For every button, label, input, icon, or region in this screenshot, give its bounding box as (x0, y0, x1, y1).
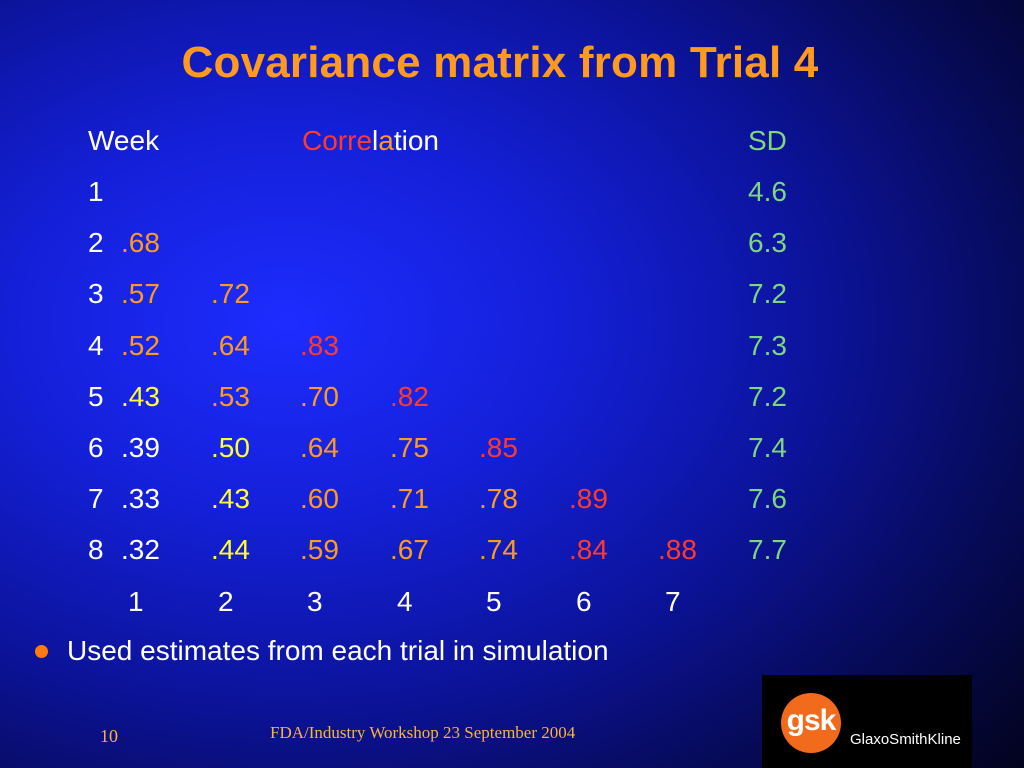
correlation-value: .70 (300, 381, 339, 412)
correlation-value: .88 (658, 534, 697, 565)
correlation-value: .53 (211, 381, 250, 412)
correlation-value: .89 (569, 483, 608, 514)
sd-value: 6.3 (748, 227, 787, 258)
week-label: 8 (88, 534, 104, 565)
week-label: 4 (88, 330, 104, 361)
sd-value: 7.3 (748, 330, 787, 361)
column-label: 6 (576, 586, 592, 617)
correlation-value: .68 (121, 227, 160, 258)
column-label: 3 (307, 586, 323, 617)
correlation-value: .72 (211, 278, 250, 309)
correlation-value: .83 (300, 330, 339, 361)
week-label: 5 (88, 381, 104, 412)
correlation-value: .85 (479, 432, 518, 463)
bullet-dot (35, 645, 48, 658)
correlation-value: .59 (300, 534, 339, 565)
week-label: 7 (88, 483, 104, 514)
sd-value: 7.2 (748, 381, 787, 412)
correlation-value: .50 (211, 432, 250, 463)
header-correlation-part: Corre (302, 125, 373, 156)
sd-value: 7.7 (748, 534, 787, 565)
header-sd: SD (748, 125, 787, 156)
correlation-value: .33 (121, 483, 160, 514)
gsk-logo-name: GlaxoSmithKline (850, 731, 961, 748)
header-correlation-part: tion (393, 125, 439, 156)
week-label: 3 (88, 278, 104, 309)
week-label: 2 (88, 227, 104, 258)
column-label: 4 (397, 586, 413, 617)
correlation-value: .57 (121, 278, 160, 309)
correlation-value: .71 (390, 483, 429, 514)
correlation-value: .43 (211, 483, 250, 514)
gsk-logo-circle: gsk (781, 693, 841, 753)
correlation-value: .74 (479, 534, 518, 565)
footer-text: FDA/Industry Workshop 23 September 2004 (270, 723, 576, 742)
header-correlation: Correlation (302, 124, 439, 158)
header-correlation-part: l (372, 125, 379, 156)
week-label: 6 (88, 432, 104, 463)
week-label: 1 (88, 176, 104, 207)
correlation-value: .75 (390, 432, 429, 463)
bullet-text: Used estimates from each trial in simula… (67, 635, 609, 666)
correlation-value: .52 (121, 330, 160, 361)
sd-value: 4.6 (748, 176, 787, 207)
sd-value: 7.4 (748, 432, 787, 463)
correlation-value: .60 (300, 483, 339, 514)
column-label: 7 (665, 586, 681, 617)
column-label: 5 (486, 586, 502, 617)
gsk-logo-mark: gsk (786, 704, 837, 737)
correlation-value: .78 (479, 483, 518, 514)
correlation-value: .43 (121, 381, 160, 412)
correlation-value: .67 (390, 534, 429, 565)
sd-value: 7.6 (748, 483, 787, 514)
sd-value: 7.2 (748, 278, 787, 309)
column-label: 2 (218, 586, 234, 617)
correlation-value: .64 (300, 432, 339, 463)
correlation-value: .64 (211, 330, 250, 361)
correlation-value: .84 (569, 534, 608, 565)
correlation-value: .44 (211, 534, 250, 565)
gsk-logo: gsk GlaxoSmithKline (762, 675, 972, 768)
slide-title: Covariance matrix from Trial 4 (181, 38, 819, 87)
correlation-value: .32 (121, 534, 160, 565)
header-week: Week (88, 125, 160, 156)
header-correlation-part: a (378, 125, 394, 156)
correlation-value: .39 (121, 432, 160, 463)
correlation-value: .82 (390, 381, 429, 412)
page-number: 10 (100, 726, 118, 746)
column-label: 1 (128, 586, 144, 617)
